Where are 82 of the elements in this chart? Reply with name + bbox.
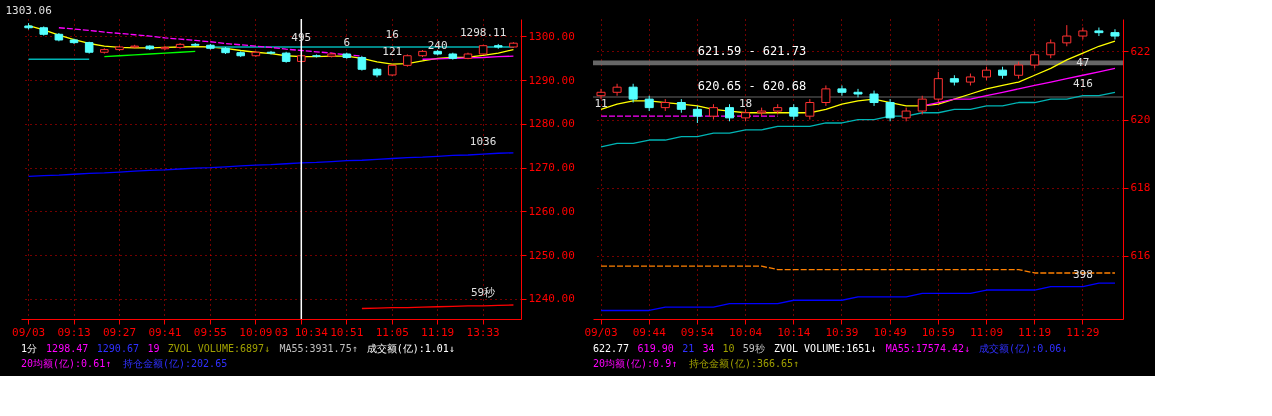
- annotation: 6: [343, 35, 351, 49]
- x-tick-label: 09:44: [632, 325, 667, 339]
- x-tick-label: 10:14: [777, 325, 811, 339]
- text: 1298.47: [46, 343, 89, 354]
- candlestick: [917, 95, 927, 115]
- x-tick-label: 09:13: [57, 325, 91, 339]
- text: 21: [682, 343, 695, 354]
- line-series: [600, 282, 1116, 312]
- x-tick-label: 09:41: [148, 325, 182, 339]
- x-tick-label: 09:27: [102, 325, 137, 339]
- annotation: 416: [1072, 76, 1093, 90]
- text: ZVOL VOLUME:1651↓: [774, 343, 877, 354]
- line-series: [58, 27, 363, 57]
- x-tick-label: 11:19: [1018, 325, 1052, 339]
- annotation: 16: [385, 27, 399, 41]
- annotation: 121: [382, 45, 403, 59]
- annotation: 1036: [469, 135, 497, 149]
- line-series: [27, 152, 515, 178]
- x-tick-label: 11:29: [1066, 325, 1100, 339]
- text: ZVOL VOLUME:6897↓: [167, 343, 271, 354]
- text: 成交额(亿):0.06↓: [979, 343, 1068, 354]
- candlestick: [628, 83, 638, 104]
- text: 20均额(亿):0.9↑: [593, 358, 678, 369]
- y-tick-label: 1250.00: [528, 248, 575, 262]
- x-tick-label: 10:04: [729, 325, 763, 339]
- x-tick-label: 11:19: [421, 325, 455, 339]
- y-tick-label: 1260.00: [528, 204, 575, 218]
- x-tick-label: 10:59: [921, 325, 955, 339]
- x-tick-label: 11:09: [969, 325, 1004, 339]
- band-label: 620.65 - 620.68: [697, 79, 807, 94]
- candlestick: [885, 98, 895, 122]
- text: 619.90: [637, 343, 674, 354]
- x-tick-label: 09/03: [12, 325, 46, 339]
- candlestick: [1110, 28, 1120, 40]
- candlestick: [821, 84, 831, 107]
- band-label: 621.59 - 621.73: [697, 43, 807, 58]
- text: 成交额(亿):1.01↓: [366, 343, 455, 354]
- y-tick-label: 620: [1130, 113, 1151, 127]
- annotation: 11: [594, 97, 608, 111]
- candlestick: [853, 88, 863, 98]
- x-tick-label: 09:55: [193, 325, 227, 339]
- y-tick-label: 1280.00: [528, 117, 575, 131]
- y-tick-label: 1300.00: [528, 29, 575, 43]
- x-tick-label: 10:51: [330, 325, 364, 339]
- candlestick: [837, 84, 847, 97]
- annotation: 1303.06: [5, 4, 52, 18]
- candlestick: [933, 71, 943, 104]
- text: 10: [722, 343, 735, 354]
- text: 34: [702, 343, 715, 354]
- x-tick-label: 09:54: [680, 325, 715, 339]
- x-tick-label: 03 10:34: [274, 325, 329, 339]
- y-tick-label: 622: [1130, 44, 1151, 58]
- x-tick-label: 09/03: [584, 325, 618, 339]
- text: 持仓金额(亿):366.65↑: [688, 358, 800, 369]
- text: MA55:3931.75↑: [279, 343, 358, 354]
- x-tick-label: 10:09: [239, 325, 273, 339]
- y-tick-label: 616: [1130, 249, 1151, 263]
- x-tick-label: 11:05: [375, 325, 409, 339]
- annotation: 1298.11: [459, 25, 507, 39]
- candlestick: [1094, 27, 1104, 37]
- y-tick-label: 1290.00: [528, 73, 575, 87]
- y-tick-label: 1270.00: [528, 161, 575, 175]
- annotation: 59秒: [471, 286, 496, 300]
- candlestick: [1062, 24, 1072, 47]
- y-tick-label: 618: [1130, 181, 1151, 195]
- text: 1分: [21, 343, 38, 354]
- text: 20均额(亿):0.61↑: [21, 358, 112, 369]
- candlestick: [612, 83, 622, 97]
- candlestick: [596, 88, 606, 100]
- y-tick-label: 1240.00: [528, 292, 575, 306]
- annotation: 18: [738, 97, 753, 111]
- text: 1290.67: [96, 343, 139, 354]
- x-tick-label: 10:39: [825, 325, 859, 339]
- x-tick-label: 13:33: [466, 325, 500, 339]
- text: 持仓金额(亿):202.65: [123, 358, 228, 369]
- x-tick-label: 10:49: [873, 325, 907, 339]
- text: MA55:17574.42↓: [885, 343, 970, 354]
- text: 19: [147, 343, 160, 354]
- candlestick: [805, 98, 815, 121]
- candlestick: [1046, 38, 1056, 59]
- text: 59秒: [742, 343, 765, 354]
- text: 622.77: [593, 343, 630, 354]
